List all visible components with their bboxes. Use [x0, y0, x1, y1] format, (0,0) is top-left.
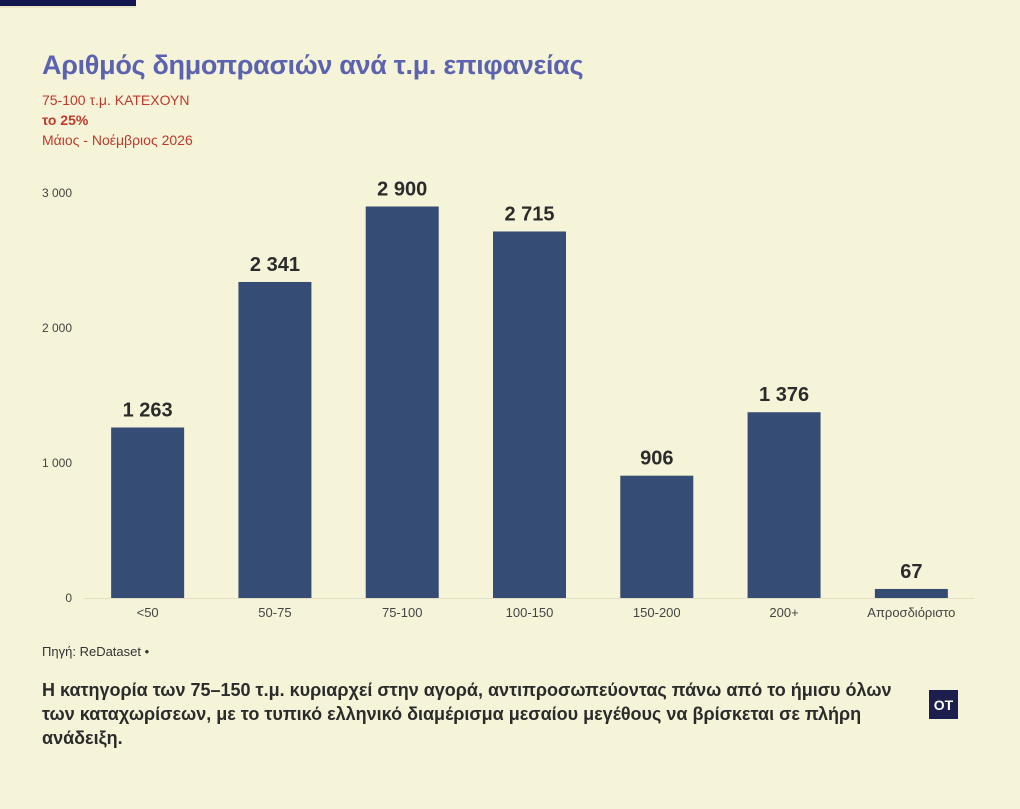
y-tick-label: 2 000	[42, 321, 72, 335]
top-accent-bar-edge	[0, 6, 136, 8]
bar	[874, 588, 948, 598]
bar	[238, 281, 312, 598]
chart-title: Αριθμός δημοπρασιών ανά τ.μ. επιφανείας	[42, 50, 584, 80]
bar	[620, 475, 694, 598]
chart-takeaway-text: Η κατηγορία των 75–150 τ.μ. κυριαρχεί στ…	[42, 680, 892, 748]
bar-value-label: 67	[900, 561, 922, 583]
x-tick-label: 100-150	[506, 605, 554, 620]
bar-chart: 0 1 000 2 000 3 000 1 263 <50 2 341 50-75 2 900 7…	[42, 179, 975, 620]
bar-value-label: 2 715	[504, 203, 554, 225]
y-tick-label: 0	[65, 591, 72, 605]
x-tick-label: Απροσδιόριστο	[867, 605, 955, 620]
x-tick-label: 200+	[769, 605, 798, 620]
x-tick-label: 75-100	[382, 605, 422, 620]
y-tick-label: 3 000	[42, 186, 72, 200]
publisher-logo: OT	[929, 690, 958, 719]
bar-value-label: 2 900	[377, 179, 427, 201]
chart-subtitle-line-1: 75-100 τ.μ. ΚΑΤΕΧΟΥΝ	[42, 92, 190, 108]
bar-value-label: 1 263	[123, 399, 173, 421]
source-note: Πηγή: ReDataset •	[42, 644, 150, 659]
bar	[747, 412, 821, 598]
bar-value-label: 2 341	[250, 254, 300, 276]
bar-value-label: 1 376	[759, 384, 809, 406]
y-tick-label: 1 000	[42, 456, 72, 470]
x-tick-label: <50	[137, 605, 159, 620]
x-tick-label: 150-200	[633, 605, 681, 620]
chart-subtitle-line-2: το 25%	[42, 112, 89, 128]
bar	[493, 231, 566, 598]
bar	[365, 206, 439, 598]
bar-value-label: 906	[640, 448, 673, 470]
top-accent-bar	[0, 0, 136, 6]
x-tick-label: 50-75	[258, 605, 291, 620]
bar	[111, 427, 185, 598]
chart-subtitle-period: Μάιος - Νοέμβριος 2026	[42, 132, 193, 148]
